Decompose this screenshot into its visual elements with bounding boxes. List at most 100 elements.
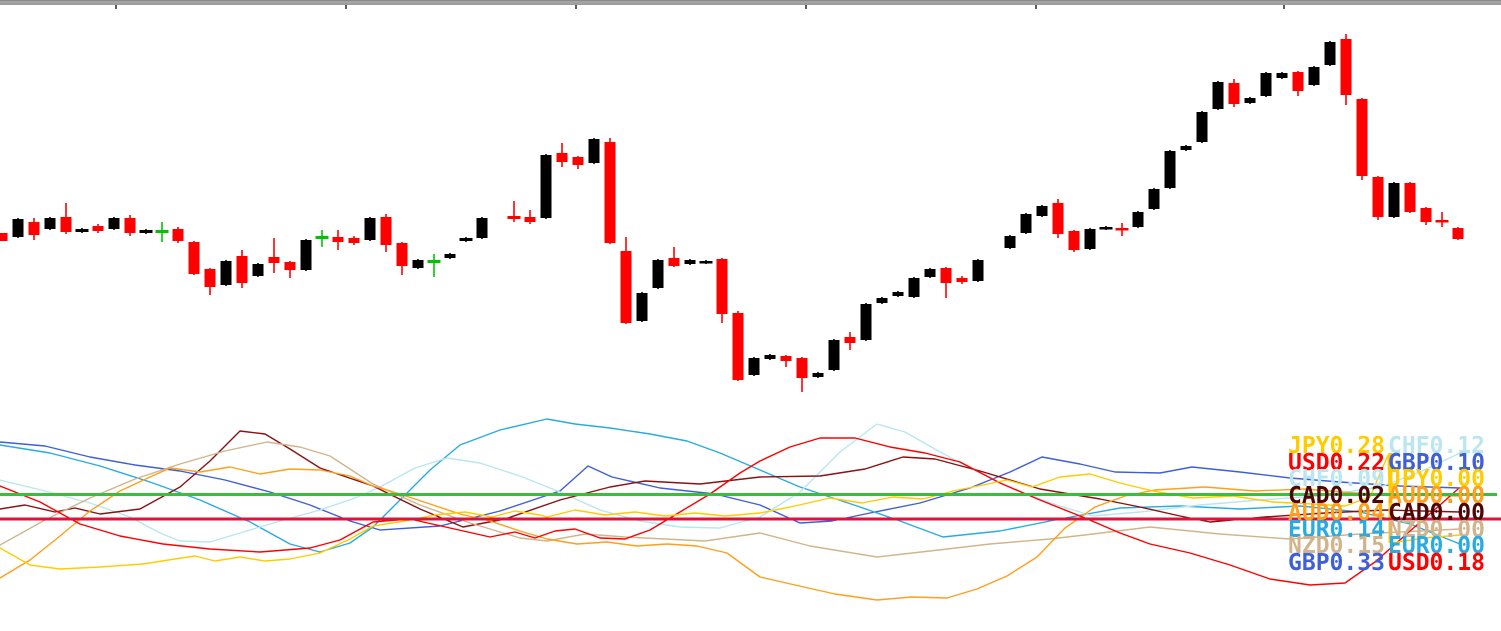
candle-body [92, 226, 104, 231]
candle-body [844, 337, 856, 343]
candle-body [124, 218, 136, 233]
candle-body [1196, 112, 1208, 142]
strength-line-eur [0, 418, 1461, 553]
candle-body [1228, 83, 1240, 104]
candle-body [812, 373, 824, 377]
candle-body [139, 230, 153, 233]
candle-body [204, 269, 216, 287]
candle-body [1276, 73, 1288, 78]
candle-body [860, 304, 872, 340]
candle-body [748, 358, 760, 375]
candle-body [1099, 227, 1113, 230]
candle-body [44, 218, 56, 229]
candle-body [1292, 72, 1304, 91]
period-separator-tick [345, 5, 347, 9]
reference-lines [0, 493, 1501, 521]
candle-body [1020, 214, 1032, 233]
candle-body [1340, 39, 1352, 95]
candle-body [588, 139, 600, 163]
candle-body [268, 257, 280, 263]
candle-body [1388, 183, 1400, 217]
period-separator-tick [575, 5, 577, 9]
candle-body [1404, 183, 1416, 212]
candle-body [108, 218, 120, 229]
candle-body [28, 222, 40, 235]
candle-body [444, 254, 456, 258]
candle-body [1356, 99, 1368, 176]
candle-body [1435, 220, 1449, 223]
candle-body [236, 256, 248, 283]
candle-body [764, 355, 776, 359]
candle-body [348, 238, 360, 243]
candle-body [524, 217, 536, 222]
candle-body [699, 261, 713, 264]
candle-body [1004, 236, 1016, 248]
candle-body [620, 251, 632, 323]
candle-body [652, 260, 664, 288]
candle-body [1132, 212, 1144, 227]
period-separator-tick [1035, 5, 1037, 9]
candle-body [572, 157, 584, 165]
strength-line-chf [0, 423, 1461, 543]
candle-body [972, 260, 984, 281]
candle-body [364, 218, 376, 240]
currency-strength-lines [0, 418, 1461, 601]
candle-body [0, 233, 8, 241]
candle-body [1324, 42, 1336, 65]
candle-body [956, 278, 968, 282]
strength-line-aud [0, 466, 1461, 601]
candle-body [940, 268, 952, 283]
candle-body [1036, 206, 1048, 216]
candle-body [252, 264, 264, 276]
candle-body [412, 260, 424, 268]
candle-body [876, 298, 888, 303]
candle-body [796, 358, 808, 378]
candle-body [60, 217, 72, 232]
candle-body [636, 293, 648, 321]
candle-body [507, 216, 521, 219]
candlestick-series [0, 34, 1464, 392]
candle-body [540, 155, 552, 218]
period-separator-tick [115, 5, 117, 9]
strength-line-jpy [0, 454, 1461, 570]
candle-body [220, 261, 232, 285]
strength-line-nzd [0, 441, 1461, 558]
candle-body [1180, 146, 1192, 150]
candle-body [1452, 228, 1464, 239]
candle-body [1244, 98, 1256, 103]
candle-body [892, 292, 904, 296]
candle-body [380, 217, 392, 245]
candle-body [604, 142, 616, 243]
candle-body [155, 230, 169, 233]
candle-body [908, 278, 920, 297]
candle-body [1052, 203, 1064, 234]
window-splitter-bar[interactable] [0, 0, 1501, 9]
candle-body [1212, 82, 1224, 109]
candle-body [1148, 189, 1160, 209]
candle-body [476, 218, 488, 238]
candle-body [188, 242, 200, 274]
candle-body [1164, 151, 1176, 188]
candle-body [427, 260, 441, 263]
candle-body [284, 262, 296, 270]
candle-body [1260, 73, 1272, 96]
candle-body [315, 236, 329, 239]
candle-body [1115, 228, 1129, 231]
candle-body [1084, 229, 1096, 249]
candle-body [828, 340, 840, 370]
strength-line-usd [0, 437, 1459, 586]
candle-body [780, 356, 792, 361]
candle-body [332, 237, 344, 242]
candle-body [668, 258, 680, 266]
candle-body [1308, 67, 1320, 85]
period-separator-tick [805, 5, 807, 9]
strength-line-gbp [0, 441, 1461, 531]
candle-body [732, 313, 744, 380]
candle-body [172, 229, 184, 241]
candle-body [1372, 177, 1384, 217]
candle-body [924, 269, 936, 277]
period-separator-tick [1283, 5, 1285, 9]
candle-body [396, 243, 408, 266]
